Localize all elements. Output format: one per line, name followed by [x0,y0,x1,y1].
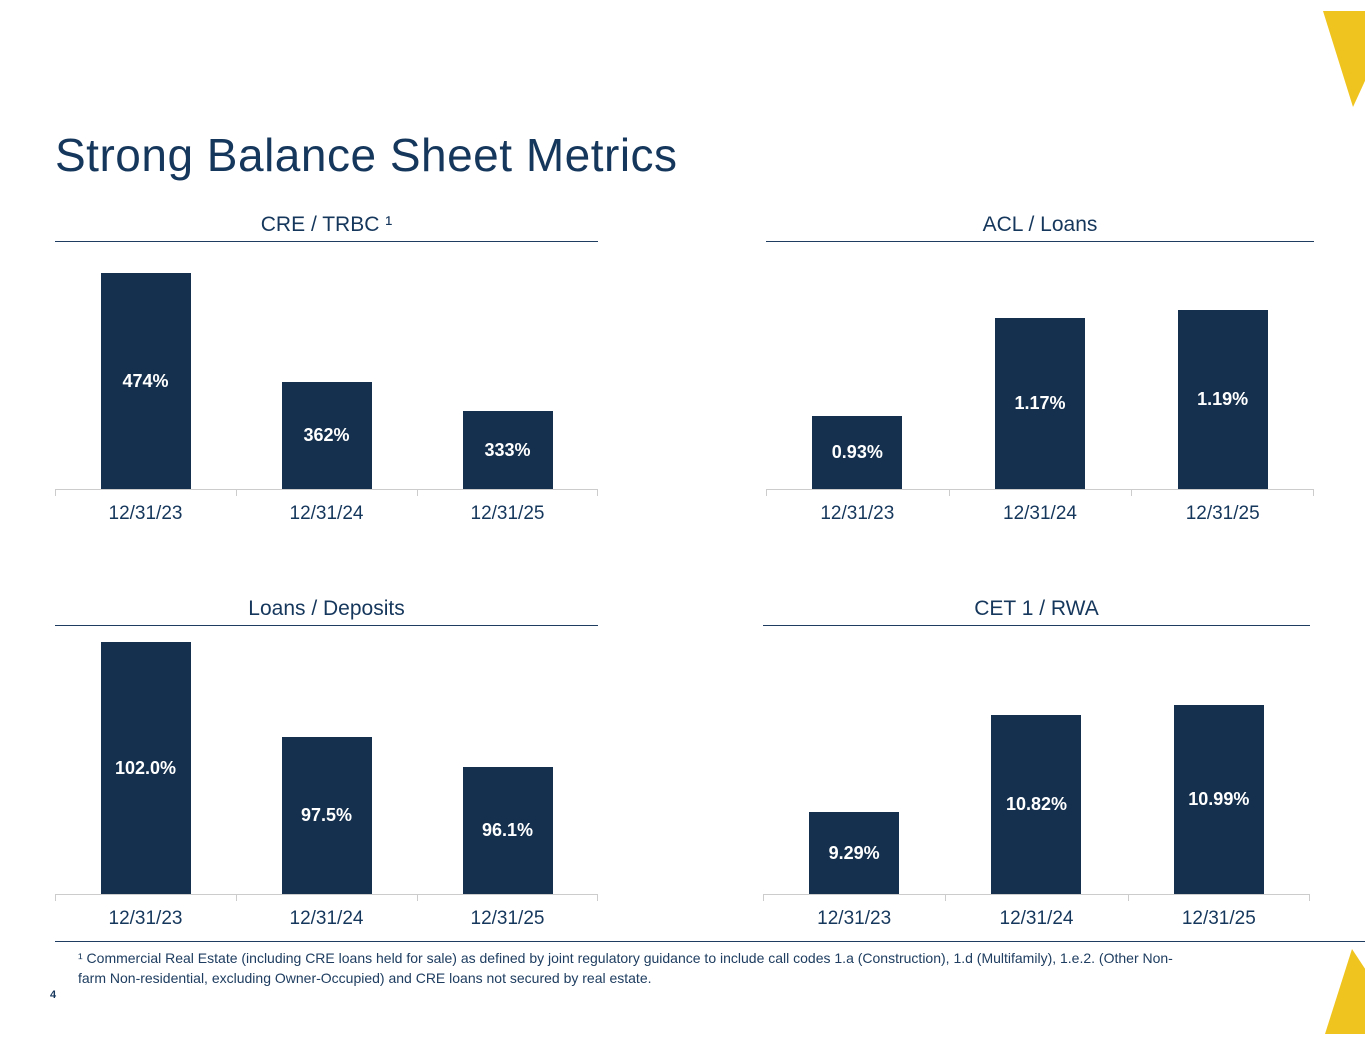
plot-area: 102.0% 97.5% 96.1% [55,626,598,894]
page-number: 4 [50,989,57,1001]
footnote-line-1: ¹ Commercial Real Estate (including CRE … [78,950,1173,966]
bar-value-label: 0.93% [831,442,883,462]
bar-group: 474% [55,242,236,489]
chart-title: ACL / Loans [982,213,1098,236]
bar: 474% [100,273,191,489]
plot-area: 0.93% 1.17% 1.19% [766,242,1314,489]
x-axis-labels: 12/31/23 12/31/24 12/31/25 [763,908,1310,930]
axis-tick [597,895,598,901]
axis-tick [55,895,56,901]
axis-tick [1309,895,1310,901]
axis-tick [763,895,764,901]
axis-tick [1313,490,1314,496]
bar-value-label: 9.29% [828,842,880,863]
bar-value-label: 10.99% [1188,789,1250,809]
bar: 97.5% [281,737,372,894]
axis-tick [416,490,418,496]
bar: 0.93% [812,416,903,489]
plot-area: 474% 362% 333% [55,242,598,489]
axis-tick [1131,490,1133,496]
axis-tick [948,490,950,496]
bar-value-label: 333% [484,439,531,460]
x-axis-label: 12/31/25 [1185,503,1260,524]
bar-value-label: 362% [303,425,350,445]
x-axis-label: 12/31/25 [470,908,545,929]
bar-group: 96.1% [417,626,598,894]
axis-tick [55,490,56,496]
bar-group: 10.99% [1128,626,1310,894]
axis-tick [766,490,767,496]
chart-title: CET 1 / RWA [974,597,1099,620]
x-axis [55,894,598,902]
axis-tick [1127,895,1129,901]
x-axis-labels: 12/31/23 12/31/24 12/31/25 [766,503,1314,525]
chart-title-underline [763,625,1310,626]
x-axis-label: 12/31/24 [289,908,364,929]
chart-title: CRE / TRBC ¹ [260,213,393,236]
axis-tick [235,490,237,496]
bar-value-label: 10.82% [1005,794,1068,814]
chart-acl-loans: ACL / Loans 0.93% 1.17% 1.19% [766,203,1314,525]
chart-title-underline [55,625,598,626]
x-axis-label: 12/31/23 [817,908,892,929]
chart-title: Loans / Deposits [248,597,405,620]
bar-group: 9.29% [763,626,945,894]
bar: 96.1% [462,767,553,894]
chart-loans-deposits: Loans / Deposits 102.0% 97.5% 96.1% [55,587,598,930]
bar-group: 362% [236,242,417,489]
bar-group: 1.17% [949,242,1132,489]
plot-area: 9.29% 10.82% 10.99% [763,626,1310,894]
chart-cre-trbc: CRE / TRBC ¹ 474% 362% 333% [55,203,598,525]
chart-title-underline [766,241,1314,242]
x-axis [766,489,1314,497]
x-axis-labels: 12/31/23 12/31/24 12/31/25 [55,908,598,930]
footnote-line-2: farm Non-residential, excluding Owner-Oc… [78,969,652,986]
bar-value-label: 1.17% [1014,393,1066,413]
chart-title-underline [55,241,598,242]
x-axis-label: 12/31/24 [999,908,1074,929]
axis-tick [597,490,598,496]
bar-value-label: 96.1% [481,820,534,840]
bar-value-label: 474% [122,370,169,391]
yellow-corner-accent-bottom [1325,949,1365,1034]
x-axis-label: 12/31/23 [108,908,183,929]
x-axis-label: 12/31/24 [1003,503,1077,524]
bar: 362% [281,382,372,489]
bar-value-label: 102.0% [114,757,177,778]
axis-tick [945,895,947,901]
x-axis-label: 12/31/23 [820,503,895,524]
footnote-divider [55,941,1365,942]
x-axis-labels: 12/31/23 12/31/24 12/31/25 [55,503,598,525]
bar-group: 10.82% [945,626,1127,894]
footnote: ¹ Commercial Real Estate (including CRE … [78,949,1173,988]
bar: 102.0% [100,642,191,894]
x-axis-label: 12/31/25 [1181,908,1256,929]
slide-title: Strong Balance Sheet Metrics [55,129,678,181]
bar-value-label: 1.19% [1197,389,1249,409]
bar: 1.19% [1177,310,1268,489]
bar-value-label: 97.5% [300,805,353,825]
bar-group: 1.19% [1131,242,1314,489]
bar-group: 0.93% [766,242,949,489]
x-axis [55,489,598,497]
bar: 10.99% [1173,705,1264,894]
axis-tick [235,895,237,901]
x-axis-label: 12/31/23 [108,503,183,524]
axis-tick [416,895,418,901]
x-axis-label: 12/31/25 [470,503,545,524]
bar: 1.17% [995,318,1085,489]
yellow-corner-accent-top [1323,11,1365,107]
x-axis-label: 12/31/24 [289,503,364,524]
bar: 9.29% [809,812,900,894]
x-axis [763,894,1310,902]
bar-group: 97.5% [236,626,417,894]
chart-cet1-rwa: CET 1 / RWA 9.29% 10.82% 10.99% [763,587,1310,930]
bar-group: 102.0% [55,626,236,894]
bar: 333% [462,411,553,489]
bar: 10.82% [991,715,1082,894]
bar-group: 333% [417,242,598,489]
